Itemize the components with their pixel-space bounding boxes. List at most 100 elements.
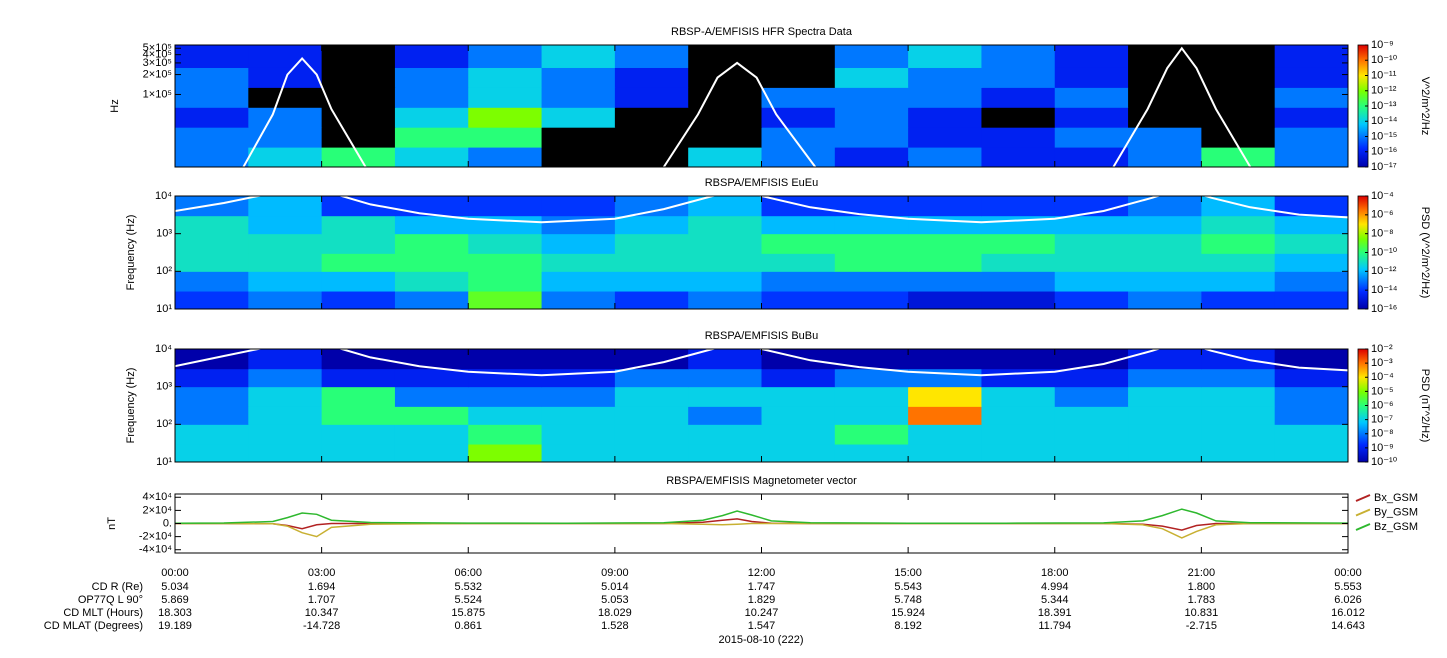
heatmap-cell [321, 406, 396, 425]
y-tick-label: 3×10⁵ [143, 57, 172, 69]
heatmap-cell [1201, 368, 1276, 388]
heatmap-cell [834, 386, 909, 407]
heatmap-cell [175, 291, 249, 309]
heatmap-cell [1201, 349, 1276, 370]
colorbar-title: PSD (nT^2/Hz) [1419, 369, 1431, 443]
heatmap-cell [468, 291, 543, 309]
y-tick-label: 1×10⁵ [143, 88, 172, 100]
heatmap-cell [981, 67, 1056, 88]
x-tick-label: 00:00 [161, 567, 189, 579]
heatmap-cell [1201, 271, 1276, 292]
heatmap-cell [688, 45, 762, 68]
heatmap-cell [541, 67, 616, 88]
heatmap-cell [614, 87, 689, 108]
heatmap-cell [1274, 107, 1348, 128]
heatmap-cell [1054, 406, 1129, 425]
ephemeris-value: 11.794 [1038, 620, 1071, 632]
heatmap-cell [248, 107, 323, 128]
ephemeris-value: -2.715 [1186, 620, 1217, 632]
heatmap-cell [614, 386, 689, 407]
heatmap-cell [614, 196, 689, 217]
heatmap-cell [761, 271, 836, 292]
heatmap-cell [1274, 147, 1348, 167]
heatmap-cell [688, 127, 762, 148]
heatmap-cell [394, 253, 469, 272]
heatmap-cell [1201, 233, 1276, 254]
heatmap-cell [1201, 147, 1276, 167]
colorbar-tick-label: 10⁻¹³ [1371, 100, 1397, 112]
heatmap-cell [1054, 196, 1129, 217]
heatmap-cell [541, 107, 616, 128]
heatmap-cell [248, 127, 323, 148]
ephemeris-label: CD MLT (Hours) [63, 607, 143, 619]
ephemeris-value: 5.524 [454, 594, 482, 606]
heatmap-cell [1201, 67, 1276, 88]
heatmap-cell [175, 233, 249, 254]
ephemeris-value: 8.192 [894, 620, 922, 632]
heatmap-cell [394, 67, 469, 88]
colorbar-tick-label: 10⁻¹⁴ [1371, 284, 1398, 296]
colorbar-tick-label: 10⁻⁴ [1371, 371, 1394, 383]
heatmap-cell [321, 386, 396, 407]
heatmap-cell [1128, 444, 1202, 462]
heatmap-cell [688, 444, 762, 462]
heatmap-cell [908, 87, 982, 108]
heatmap-cell [1274, 196, 1348, 217]
y-tick-label: -4×10⁴ [139, 544, 172, 556]
heatmap-cell [908, 253, 982, 272]
heatmap-cell [761, 215, 836, 235]
ephemeris-value: 10.247 [745, 607, 779, 619]
heatmap-cell [1128, 253, 1202, 272]
heatmap-cell [321, 67, 396, 88]
heatmap-cell [175, 444, 249, 462]
ephemeris-value: 18.303 [158, 607, 192, 619]
heatmap-cell [834, 253, 909, 272]
heatmap-cell [321, 215, 396, 235]
ephemeris-value: 1.829 [748, 594, 776, 606]
heatmap-cell [394, 424, 469, 445]
heatmap-cell [468, 147, 543, 167]
heatmap-cell [1274, 406, 1348, 425]
heatmap-cell [908, 107, 982, 128]
y-tick-label: 10¹ [156, 303, 172, 315]
ephemeris-value: 5.034 [161, 581, 189, 593]
heatmap-cell [981, 444, 1056, 462]
heatmap-cell [1128, 67, 1202, 88]
legend-swatch [1355, 508, 1371, 517]
ephemeris-value: 0.861 [454, 620, 482, 632]
heatmap-cell [761, 444, 836, 462]
heatmap-cell [248, 196, 323, 217]
heatmap-cell [541, 349, 616, 370]
series-line [175, 522, 1348, 539]
y-tick-label: 10³ [156, 228, 172, 240]
heatmap-cell [468, 349, 543, 370]
overlay-curve [242, 46, 1252, 167]
heatmap-cell [1274, 253, 1348, 272]
heatmap-cell [175, 424, 249, 445]
heatmap-cell [1054, 87, 1129, 108]
heatmap-cell [1274, 127, 1348, 148]
heatmap-cell [981, 107, 1056, 128]
heatmap-cell [541, 147, 616, 167]
heatmap-cell [541, 45, 616, 68]
heatmap-cell [834, 107, 909, 128]
heatmap-cell [688, 368, 762, 388]
heatmap-cell [1201, 386, 1276, 407]
heatmap-cell [394, 147, 469, 167]
heatmap-cell [908, 127, 982, 148]
heatmap-cell [541, 271, 616, 292]
heatmap-cell [834, 196, 909, 217]
x-tick-label: 15:00 [894, 567, 922, 579]
heatmap-cell [908, 196, 982, 217]
heatmap-cell [1128, 233, 1202, 254]
heatmap-cell [248, 87, 323, 108]
heatmap-cell [614, 406, 689, 425]
colorbar-tick-label: 10⁻⁸ [1371, 228, 1394, 240]
heatmap-cell [908, 271, 982, 292]
heatmap-cell [175, 271, 249, 292]
ephemeris-value: 5.869 [161, 594, 189, 606]
heatmap-cell [394, 291, 469, 309]
y-tick-label: -2×10⁴ [139, 531, 172, 543]
heatmap-cell [614, 147, 689, 167]
ephemeris-value: 1.707 [308, 594, 336, 606]
